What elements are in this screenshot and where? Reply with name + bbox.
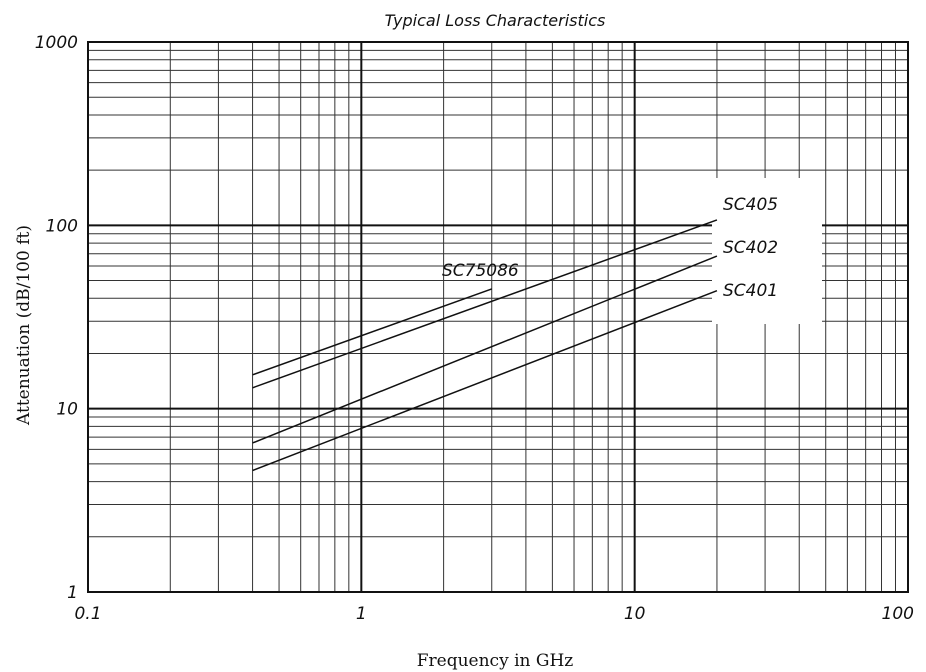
series-labels: SC75086 SC405 SC402 SC401 [442, 195, 778, 301]
series-label-sc75086: SC75086 [442, 261, 519, 281]
y-tick-label: 1 [67, 583, 78, 603]
y-tick-label: 1000 [35, 33, 78, 53]
y-tick-label: 100 [46, 216, 78, 236]
series-lines [252, 219, 718, 472]
x-tick-label: 100 [882, 604, 914, 624]
x-tick-label: 1 [356, 604, 367, 624]
plot-frame [87, 41, 909, 593]
series-line-sc405 [252, 219, 718, 389]
y-tick-label: 10 [56, 400, 78, 420]
series-line-sc401 [252, 290, 718, 472]
y-axis-label: Attenuation (dB/100 ft) [14, 225, 34, 426]
series-label-sc405: SC405 [723, 195, 778, 215]
series-label-sc401: SC401 [723, 281, 778, 301]
chart-title: Typical Loss Characteristics [385, 11, 606, 30]
x-axis-label: Frequency in GHz [417, 651, 574, 671]
series-line-sc75086 [252, 288, 492, 376]
series-label-box [712, 178, 822, 324]
x-tick-label: 10 [624, 604, 646, 624]
x-tick-label: 0.1 [74, 604, 101, 624]
y-tick-labels: 1 10 100 1000 [35, 33, 78, 603]
x-tick-labels: 0.1 1 10 100 [74, 604, 914, 624]
series-label-sc402: SC402 [723, 238, 778, 258]
series-line-sc402 [252, 255, 718, 444]
